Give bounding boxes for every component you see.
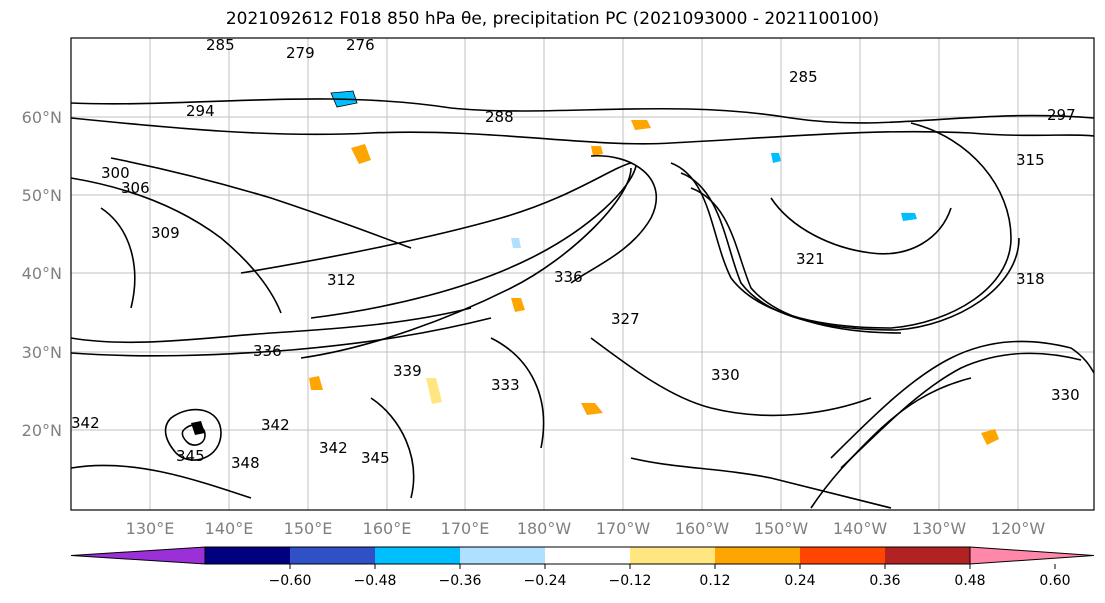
lon-tick-label: 130°W <box>912 519 967 538</box>
contour-label: 285 <box>789 68 818 86</box>
contour-label: 327 <box>611 310 640 328</box>
contour-label: 279 <box>286 44 315 62</box>
contour-label: 339 <box>393 362 422 380</box>
colorbar-tick-label: 0.60 <box>1039 573 1070 589</box>
theta-e-contours <box>71 98 1094 509</box>
precip-blob <box>511 298 525 312</box>
colorbar-extend-min <box>70 546 206 565</box>
contour-label: 333 <box>491 376 520 394</box>
colorbar <box>70 546 1095 565</box>
colorbar-tick-label: −0.24 <box>524 573 567 589</box>
contour-label: 321 <box>796 250 825 268</box>
precip-blob <box>591 146 603 156</box>
colorbar-tick-label: −0.48 <box>354 573 397 589</box>
lon-tick-label: 150°E <box>284 519 333 538</box>
lon-tick-label: 130°E <box>126 519 175 538</box>
contour-label: 342 <box>71 414 100 432</box>
colorbar-bin <box>885 547 970 564</box>
precip-blob <box>631 120 651 130</box>
contour-label: 306 <box>121 179 150 197</box>
lon-tick-label: 140°W <box>833 519 888 538</box>
contour-label: 276 <box>346 38 375 54</box>
contour-label: 318 <box>1016 270 1045 288</box>
colorbar-tick-label: 0.48 <box>954 573 985 589</box>
map-frame <box>70 37 1095 511</box>
colorbar-tick-label: 0.24 <box>784 573 815 589</box>
colorbar-bin <box>375 547 460 564</box>
lon-tick-label: 170°E <box>441 519 490 538</box>
lat-tick-label: 40°N <box>22 264 62 283</box>
lon-tick-label: 170°W <box>596 519 651 538</box>
colorbar-bin <box>205 547 290 564</box>
lon-tick-label: 160°W <box>675 519 730 538</box>
lon-tick-label: 150°W <box>754 519 809 538</box>
contour-label: 315 <box>1016 151 1045 169</box>
colorbar-bin <box>460 547 545 564</box>
lon-tick-label: 120°W <box>991 519 1046 538</box>
contour-label: 330 <box>711 366 740 384</box>
precip-blob <box>771 153 781 163</box>
colorbar-frame <box>204 546 971 565</box>
colorbar-tick-label: −0.60 <box>269 573 312 589</box>
contour-label: 342 <box>261 416 290 434</box>
chart-title: 2021092612 F018 850 hPa θe, precipitatio… <box>225 9 880 29</box>
contour-label: 330 <box>1051 386 1080 404</box>
contour-label: 285 <box>206 38 235 54</box>
colorbar-bin <box>630 547 715 564</box>
colorbar-tick-label: 0.12 <box>699 573 730 589</box>
colorbar-bin <box>290 547 375 564</box>
lat-tick-label: 60°N <box>22 108 62 127</box>
contour-label: 309 <box>151 224 180 242</box>
precip-blob <box>901 213 917 221</box>
colorbar-extend-max <box>969 546 1095 565</box>
precip-blob <box>426 378 442 404</box>
precip-blob <box>581 403 603 415</box>
lon-tick-label: 160°E <box>363 519 412 538</box>
lat-tick-label: 30°N <box>22 343 62 362</box>
colorbar-bin <box>715 547 800 564</box>
colorbar-tick-label: −0.12 <box>609 573 652 589</box>
colorbar-bin <box>545 547 630 564</box>
contour-label: 348 <box>231 454 260 472</box>
contour-label: 297 <box>1047 106 1076 124</box>
lon-tick-label: 180°W <box>517 519 572 538</box>
contour-label: 336 <box>253 342 282 360</box>
contour-label: 345 <box>361 449 390 467</box>
precip-blob <box>981 429 999 445</box>
lon-tick-label: 140°E <box>205 519 254 538</box>
colorbar-tick-label: −0.36 <box>439 573 482 589</box>
graticule <box>71 38 1094 510</box>
contour-label: 336 <box>554 268 583 286</box>
contour-label: 288 <box>485 108 514 126</box>
colorbar-tick-label: 0.36 <box>869 573 900 589</box>
precip-blob <box>511 238 521 248</box>
lat-tick-label: 20°N <box>22 421 62 440</box>
contour-label: 312 <box>327 271 356 289</box>
lat-tick-label: 50°N <box>22 186 62 205</box>
precip-blob <box>351 144 371 164</box>
colorbar-bin <box>800 547 885 564</box>
contour-label: 342 <box>319 439 348 457</box>
contour-label: 294 <box>186 102 215 120</box>
contour-label: 345 <box>176 447 205 465</box>
precip-blob <box>309 376 323 390</box>
contour-label: 300 <box>101 164 130 182</box>
